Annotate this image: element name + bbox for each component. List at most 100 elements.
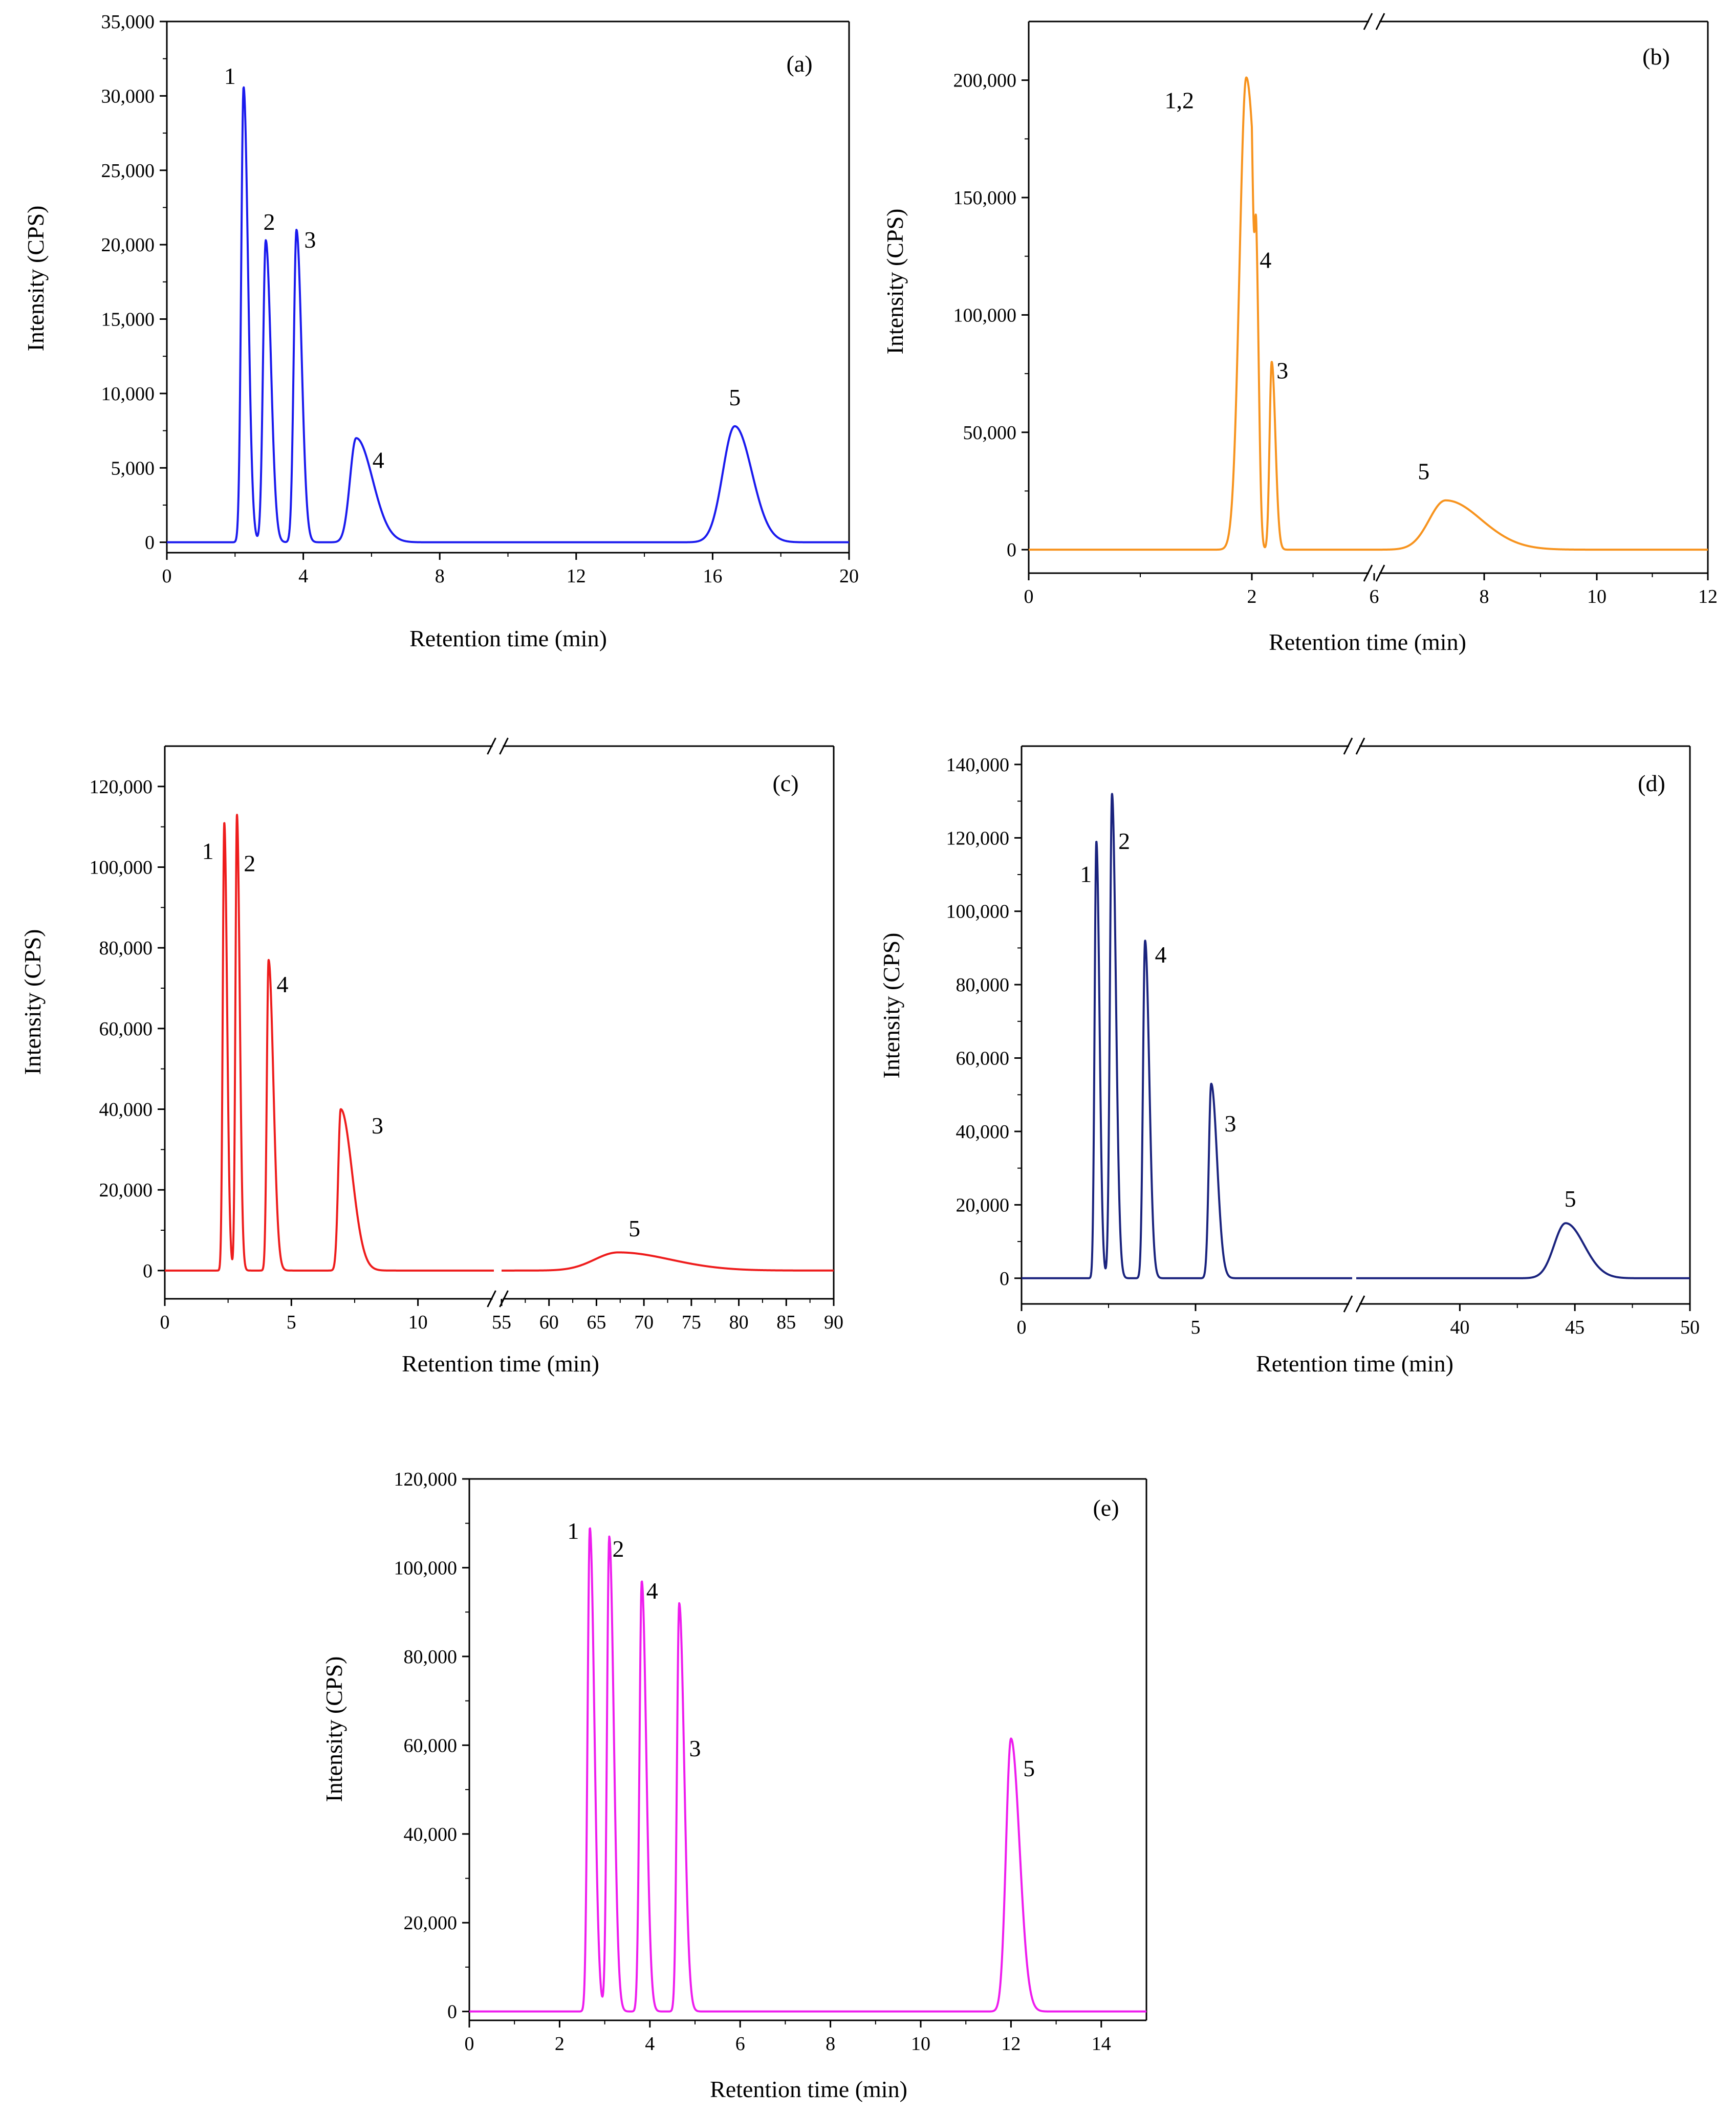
peak-label-3: 3: [1276, 357, 1288, 383]
x-tick-label: 75: [682, 1312, 701, 1333]
panel-d: 0 20,000 40,000 60,000 80,000 100,000 120,000 1…: [878, 737, 1700, 1377]
y-tick-label: 120,000: [394, 1469, 458, 1490]
y-tick-label: 20,000: [101, 234, 155, 256]
x-tick-label: 12: [567, 565, 586, 587]
y-tick-label: 200,000: [953, 70, 1017, 92]
y-tick-label: 10,000: [101, 383, 155, 405]
y-tick-label: 80,000: [99, 938, 153, 959]
y-tick-label: 140,000: [946, 754, 1010, 776]
peak-label-2: 2: [1118, 828, 1130, 854]
x-tick-label: 16: [703, 565, 722, 587]
x-tick-label: 50: [1680, 1317, 1700, 1338]
x-tick-label: 8: [826, 2033, 835, 2055]
x-tick-label: 60: [539, 1312, 559, 1333]
peak-label-3: 3: [372, 1113, 383, 1139]
x-tick-label: 70: [634, 1312, 654, 1333]
x-tick-label: 10: [1587, 586, 1607, 607]
peak-label-1: 1: [1080, 861, 1092, 887]
panel-b-label: (b): [1642, 43, 1670, 70]
x-tick-label: 10: [408, 1312, 428, 1333]
panel-b: 0 50,000 100,000 150,000 200,000 0 2 6 8 10 12 1,2 4…: [882, 13, 1718, 655]
panel-a-ylabel: Intensity (CPS): [23, 206, 49, 352]
panel-b-ylabel: Intensity (CPS): [882, 209, 908, 355]
y-tick-label: 0: [447, 2001, 457, 2023]
peak-label-5: 5: [729, 384, 741, 410]
y-tick-label: 40,000: [404, 1824, 458, 1845]
peak-label-4: 4: [373, 447, 384, 473]
axis-break-mark: [1355, 1295, 1365, 1313]
y-tick-label: 20,000: [956, 1194, 1010, 1216]
x-tick-label: 45: [1565, 1317, 1585, 1338]
panel-b-plot: 0 50,000 100,000 150,000 200,000 0 2 6 8 10 12 1,2 4…: [953, 13, 1718, 607]
x-tick-label: 12: [1698, 586, 1718, 607]
panel-a-label: (a): [786, 51, 812, 77]
axis-break-mark: [1375, 13, 1385, 30]
y-tick-label: 15,000: [101, 309, 155, 331]
panel-e-trace-1: [468, 1527, 1147, 2013]
axis-break-mark: [1375, 564, 1385, 582]
panel-a-xlabel: Retention time (min): [409, 625, 607, 651]
y-tick-label: 0: [1000, 1268, 1009, 1290]
y-tick-label: 30,000: [101, 85, 155, 107]
axis-break-mark: [487, 1290, 496, 1307]
y-tick-label: 20,000: [404, 1912, 458, 1934]
y-tick-label: 25,000: [101, 160, 155, 182]
peak-label-2: 2: [613, 1536, 624, 1562]
panel-e: 0 20,000 40,000 60,000 80,000 100,000 120,000 0…: [321, 1469, 1147, 2102]
axis-break-mark: [1363, 13, 1373, 30]
peak-label-4: 4: [646, 1578, 658, 1604]
y-tick-label: 50,000: [963, 422, 1017, 444]
panel-e-axes: 0 20,000 40,000 60,000 80,000 100,000 120,000 0…: [394, 1469, 1147, 2055]
y-tick-label: 100,000: [953, 304, 1017, 326]
x-tick-label: 85: [776, 1312, 796, 1333]
x-tick-label: 5: [287, 1312, 296, 1333]
peak-label-2: 2: [244, 850, 255, 876]
peak-label-1: 1: [224, 63, 236, 89]
x-tick-label: 10: [911, 2033, 930, 2055]
axis-break-mark: [1343, 1295, 1353, 1313]
peak-label-3: 3: [689, 1735, 701, 1761]
y-tick-label: 100,000: [394, 1557, 458, 1579]
panel-a: 0 5,000 10,000 15,000 20,000 25,000 30,000 35,0…: [23, 11, 859, 651]
peak-label-3: 3: [304, 227, 316, 253]
panel-a-axes: 0 5,000 10,000 15,000 20,000 25,000 30,000 35,0…: [101, 11, 859, 587]
y-tick-label: 60,000: [956, 1048, 1010, 1070]
panel-a-plot: 0 5,000 10,000 15,000 20,000 25,000 30,000 35,0…: [101, 11, 859, 587]
y-tick-label: 60,000: [404, 1735, 458, 1756]
panel-d-trace-1: [1021, 793, 1353, 1279]
y-tick-label: 40,000: [956, 1121, 1010, 1143]
panel-e-plot: 0 20,000 40,000 60,000 80,000 100,000 120,000 0…: [394, 1469, 1147, 2055]
peak-label-4: 4: [1260, 247, 1271, 273]
y-tick-label: 120,000: [946, 827, 1010, 849]
panel-e-label: (e): [1093, 1495, 1119, 1521]
panel-d-plot: 0 20,000 40,000 60,000 80,000 100,000 120,000 1…: [946, 737, 1700, 1338]
x-tick-label: 40: [1450, 1317, 1469, 1338]
panel-c-axes: 0 20,000 40,000 60,000 80,000 100,000 120,000 0…: [90, 737, 843, 1333]
panel-c-trace-2: [501, 1251, 835, 1272]
x-tick-label: 0: [1024, 586, 1034, 607]
panel-c: 0 20,000 40,000 60,000 80,000 100,000 120,000 0…: [19, 737, 843, 1377]
peak-label-1-2: 1,2: [1165, 88, 1195, 114]
panel-c-trace-1: [164, 814, 495, 1272]
x-tick-label: 14: [1092, 2033, 1111, 2055]
x-tick-label: 8: [435, 565, 445, 587]
x-tick-label: 90: [824, 1312, 843, 1333]
y-tick-label: 5,000: [111, 457, 155, 479]
y-tick-label: 35,000: [101, 11, 155, 33]
axis-break-mark: [499, 737, 509, 755]
y-tick-label: 0: [1007, 539, 1016, 561]
panel-d-axes: 0 20,000 40,000 60,000 80,000 100,000 120,000 1…: [946, 737, 1700, 1338]
y-tick-label: 100,000: [90, 857, 153, 878]
y-tick-label: 60,000: [99, 1018, 153, 1040]
panel-d-ylabel: Intensity (CPS): [878, 933, 904, 1079]
x-tick-label: 12: [1001, 2033, 1021, 2055]
panel-d-xlabel: Retention time (min): [1256, 1350, 1453, 1377]
x-tick-label: 8: [1480, 586, 1489, 607]
x-tick-label: 6: [735, 2033, 745, 2055]
x-tick-label: 0: [160, 1312, 170, 1333]
y-tick-label: 40,000: [99, 1099, 153, 1120]
panel-b-trace-2: [1373, 499, 1709, 551]
peak-label-5: 5: [628, 1215, 640, 1241]
peak-label-1: 1: [567, 1518, 579, 1544]
